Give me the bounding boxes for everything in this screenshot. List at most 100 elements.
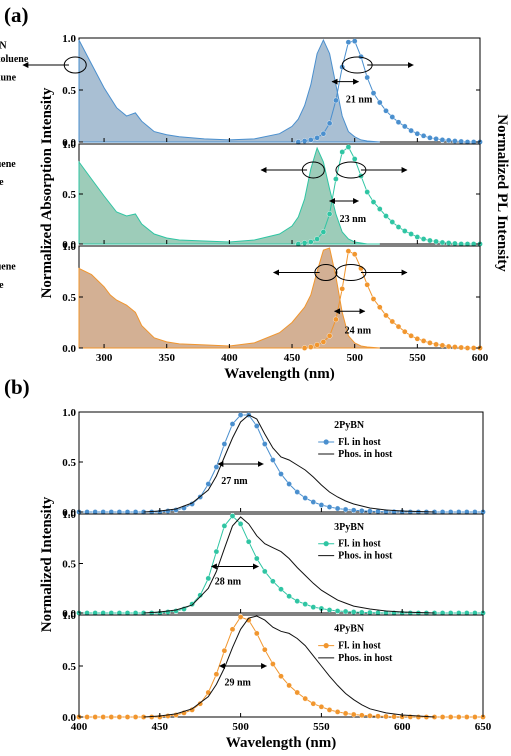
y-tick-label: 0.5 [62,457,76,469]
series-b-4pybn-0-point-45 [439,714,446,720]
series-a-3pybn-1-point-13 [376,206,383,212]
series-a-2pybn-1-point-25 [452,138,458,144]
series-b-4pybn-0-point-37 [375,713,381,720]
y-tick-label: 0.0 [62,239,76,251]
series-b-4pybn-0-point-7 [132,714,139,720]
series-b-4pybn-0-point-29 [310,700,317,707]
plot-frame [78,513,484,614]
series-b-2pybn-0-point-16 [205,481,212,487]
series-b-3pybn-0-point-24 [270,578,276,585]
series-b-2pybn-0-point-28 [302,495,309,501]
x-tick-label: 350 [158,352,175,364]
series-b-2pybn-0-point-24 [270,457,276,463]
series-b-3pybn-0-point-28 [302,601,309,607]
series-b-2pybn-0-point-27 [294,489,301,495]
series-b-3pybn-0-point-22 [253,555,260,562]
y-tick-label: 1.0 [62,33,76,45]
x-tick-label: 550 [313,721,330,733]
x-tick-label: 300 [96,352,113,364]
series-a-4pybn-1-point-4 [326,332,333,339]
legend-label-abs: Abs. in toluene [0,261,16,272]
series-a-3pybn-1-point-22 [433,238,439,245]
series-a-3pybn-1-point-12 [370,199,377,205]
series-b-3pybn-0-point-47 [455,610,462,616]
series-a-3pybn-1-point-23 [439,239,446,246]
series-a-4pybn-1-point-1 [307,344,314,350]
stokes-shift-label: 24 nm [345,326,372,337]
series-b-4pybn-0-point-11 [165,713,171,719]
series-b-4pybn-0-point-1 [84,714,90,720]
series-a-4pybn-1-point-10 [364,281,371,288]
series-b-4pybn-0-point-6 [124,714,131,720]
subplot-a-2pybn [22,37,483,145]
series-a-4pybn-0-area [78,247,380,349]
series-b-4pybn-0-point-39 [391,713,397,720]
series-a-4pybn-1-point-5 [333,316,339,323]
series-b-4pybn-0-point-27 [294,689,301,696]
series-a-3pybn-1-point-3 [314,236,320,242]
series-b-4pybn-0-point-15 [197,700,203,707]
series-a-4pybn-1-point-24 [452,344,458,350]
legend-marker-fl [323,439,329,445]
series-a-3pybn-1-point-6 [333,176,339,182]
legend-label-phos: Phos. in host [338,653,393,664]
series-b-4pybn-1-line [143,615,435,718]
series-b-2pybn-0-point-25 [278,471,284,477]
series-b-2pybn-0-point-18 [221,441,228,447]
series-a-2pybn-1-point-20 [420,132,427,139]
series-b-3pybn-0-point-4 [108,610,115,616]
series-a-4pybn-1-point-23 [445,343,452,350]
subplot-name: 4PyBN [334,623,365,634]
series-b-4pybn-0-point-38 [383,713,389,720]
series-b-4pybn-0-point-20 [237,614,244,620]
series-b-4pybn-0-point-30 [318,704,325,710]
series-b-3pybn-0-point-16 [205,575,212,582]
series-b-3pybn-0-point-29 [310,604,317,610]
series-a-2pybn-1-point-12 [370,90,377,96]
series-b-2pybn-0-point-49 [472,509,478,515]
stokes-shift-label: 21 nm [346,94,373,105]
fwhm-label: 28 nm [215,576,242,587]
legend-marker-fl [323,643,329,649]
series-b-4pybn-0-point-36 [367,713,373,719]
series-b-2pybn-0-point-11 [165,508,171,514]
series-b-3pybn-1-line [143,516,435,614]
series-b-4pybn-0-point-34 [350,711,357,718]
series-b-2pybn-0-point-32 [334,505,341,512]
series-b-3pybn-0-point-27 [294,598,301,604]
series-a-2pybn-1-point-22 [433,136,439,142]
x-tick-label: 600 [472,352,489,364]
legend-label-fl: Fl. in tolune [0,280,4,291]
series-a-4pybn-1-point-7 [345,248,352,254]
series-b-2pybn-0-point-17 [213,464,220,470]
series-a-3pybn-1-point-1 [301,240,308,246]
series-b-2pybn-0-point-5 [116,509,123,515]
series-b-2pybn-1-line [143,414,435,513]
series-a-4pybn-1-point-25 [458,344,465,351]
series-b-3pybn-0-point-15 [197,592,203,599]
series-b-3pybn-0-point-35 [358,609,365,616]
series-a-3pybn-1-point-17 [401,228,408,234]
y-tick-label: 1.0 [62,509,76,521]
series-b-2pybn-0-point-47 [455,509,462,515]
y-tick-label: 0.0 [62,343,76,355]
series-a-3pybn-1-point-24 [445,240,452,246]
series-a-3pybn-1-point-5 [326,211,333,217]
series-a-4pybn-1-point-20 [427,340,433,346]
series-a-3pybn-1-point-4 [320,229,327,235]
series-a-2pybn-1-point-8 [345,39,352,46]
series-a-4pybn-1-point-13 [383,312,389,319]
series-a-2pybn-0-area [78,38,380,143]
series-b-3pybn-0-point-1 [84,610,90,616]
subplot-name: 3PyBN [334,522,365,533]
series-b-3pybn-0-point-6 [124,610,131,616]
legend-marker-fl [323,541,329,547]
series-b-3pybn-0-point-25 [278,586,284,593]
series-b-3pybn-0-point-18 [221,523,228,529]
plot-frame [78,614,484,718]
series-a-2pybn-1-point-24 [445,137,452,144]
legend-label-fl: Fl. in host [338,437,381,448]
series-a-4pybn-1-point-21 [433,341,439,348]
series-b-2pybn-0-point-23 [261,441,268,447]
